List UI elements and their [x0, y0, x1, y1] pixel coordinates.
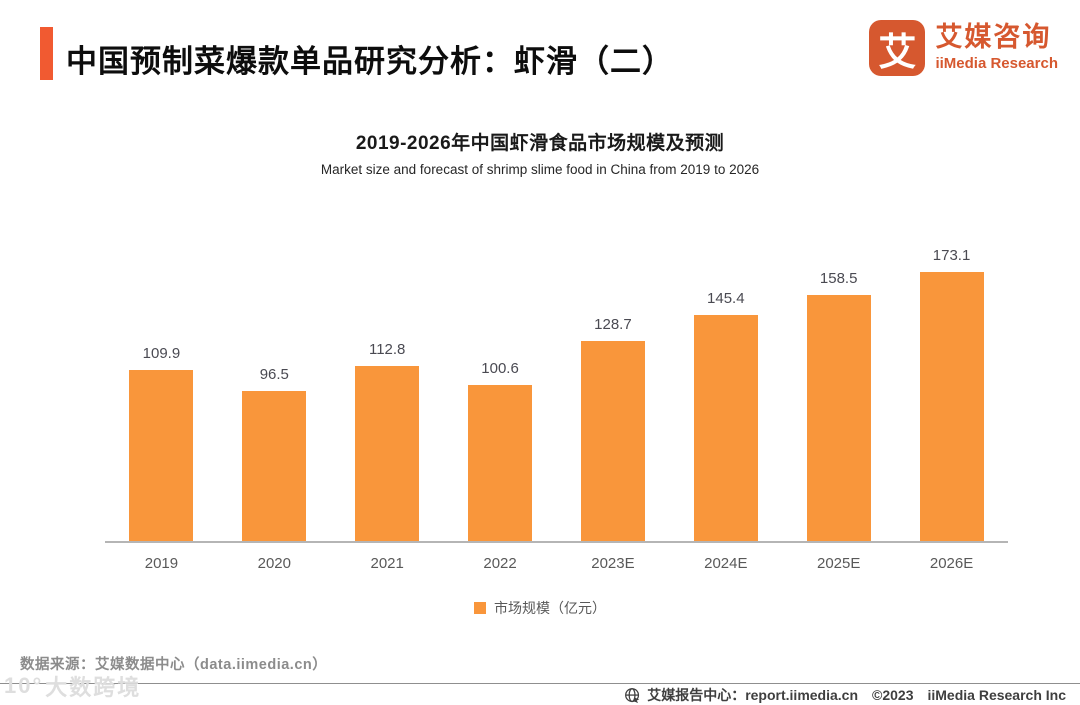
footer-company: iiMedia Research Inc	[927, 687, 1066, 703]
watermark: 10° 大数跨境	[4, 670, 141, 702]
header: 中国预制菜爆款单品研究分析：虾滑（二） 艾 艾媒咨询 iiMedia Resea…	[0, 0, 1080, 100]
x-axis-label: 2019	[144, 555, 179, 572]
watermark-logo-icon: 10°	[4, 673, 44, 698]
bar-column: 128.7 2023E	[557, 248, 670, 572]
bar-column: 96.5 2020	[218, 248, 331, 572]
title-accent-bar	[40, 27, 53, 80]
data-source-note: 数据来源：艾媒数据中心（data.iimedia.cn）	[20, 657, 328, 673]
legend-swatch	[474, 602, 486, 614]
footer-divider	[0, 683, 1080, 684]
bar-value-label: 100.6	[481, 360, 519, 377]
bar	[242, 391, 307, 541]
bar	[355, 366, 420, 541]
bar-column: 158.5 2025E	[782, 248, 895, 572]
page-title: 中国预制菜爆款单品研究分析：虾滑（二）	[66, 44, 674, 79]
x-axis-label: 2023E	[591, 555, 635, 572]
chart-title: 2019-2026年中国虾滑食品市场规模及预测	[355, 133, 725, 154]
bar-value-label: 109.9	[142, 345, 181, 362]
x-axis-label: 2020	[257, 555, 291, 572]
iimedia-logo-icon: 艾	[869, 20, 926, 76]
bar-column: 173.1 2026E	[895, 247, 1008, 572]
globe-cursor-icon	[625, 687, 640, 703]
x-axis-label: 2025E	[817, 555, 861, 572]
logo-name-cn: 艾媒咨询	[935, 22, 1052, 53]
bar-value-label: 158.5	[819, 270, 858, 287]
bar	[129, 370, 194, 541]
bar-column: 112.8 2021	[331, 248, 444, 572]
bar-value-label: 112.8	[368, 341, 406, 358]
logo-name-en: iiMedia Research	[935, 55, 1058, 73]
bar-column: 145.4 2024E	[669, 248, 782, 572]
footer: 艾媒报告中心：report.iimedia.cn ©2023 iiMedia R…	[624, 685, 1066, 705]
bar-value-label: 128.7	[594, 316, 632, 333]
watermark-text: 大数跨境	[45, 675, 142, 700]
bar	[693, 315, 758, 541]
bar	[806, 295, 871, 541]
x-axis-label: 2024E	[704, 555, 748, 572]
bar-chart: 109.9 2019 96.5 2020 112.8 2021 100.6 2022 128.7…	[105, 247, 1008, 572]
footer-report-center: 艾媒报告中心：report.iimedia.cn	[647, 687, 859, 703]
bar-value-label: 145.4	[707, 290, 745, 307]
bar	[919, 272, 984, 541]
chart-subtitle: Market size and forecast of shrimp slime…	[320, 162, 760, 177]
bar-column: 109.9 2019	[105, 248, 218, 572]
x-axis-label: 2022	[483, 555, 517, 572]
bar-column: 100.6 2022	[444, 248, 557, 572]
legend-label: 市场规模（亿元）	[494, 600, 606, 616]
chart-legend: 市场规模（亿元）	[0, 598, 1080, 618]
iimedia-logo: 艾 艾媒咨询 iiMedia Research	[869, 20, 1058, 76]
bar-value-label: 173.1	[932, 247, 971, 264]
x-axis-label: 2026E	[929, 555, 974, 572]
x-axis-label: 2021	[370, 555, 404, 572]
bar	[580, 341, 645, 541]
bar-value-label: 96.5	[259, 366, 289, 383]
footer-copyright: ©2023	[872, 687, 914, 703]
bar	[468, 385, 533, 541]
